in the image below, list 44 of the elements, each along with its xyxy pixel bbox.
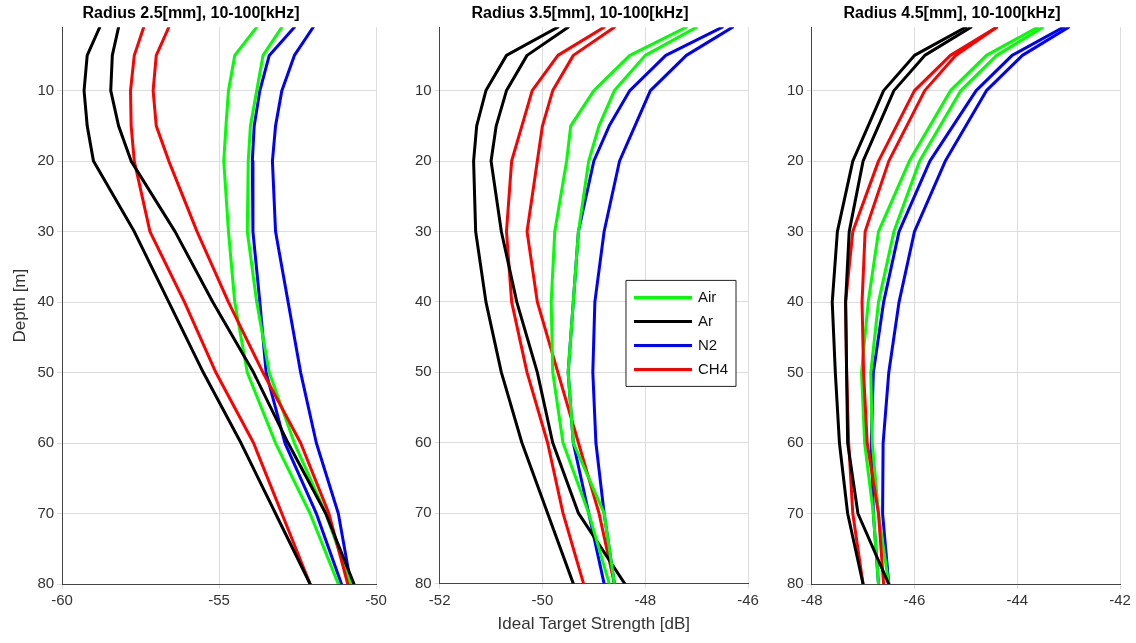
y-tick-label: 70 (415, 503, 432, 521)
x-axis-title: Ideal Target Strength [dB] (497, 614, 691, 634)
y-tick-label: 60 (37, 433, 55, 451)
y-tick-label: 20 (415, 151, 432, 169)
y-tick-label: 70 (37, 503, 55, 521)
legend-label: CH4 (697, 359, 729, 377)
legend-label: Ar (697, 311, 713, 329)
x-tick-label: -48 (634, 590, 657, 608)
y-tick-label: 10 (415, 80, 432, 98)
y-tick-label: 80 (787, 574, 804, 592)
y-tick-label: 30 (37, 221, 55, 239)
y-tick-label: 40 (415, 292, 432, 310)
x-tick-label: -44 (1006, 591, 1029, 609)
x-tick-label: -55 (208, 591, 230, 609)
x-tick-label: -52 (428, 590, 451, 608)
x-tick-label: -46 (903, 591, 926, 609)
y-tick-label: 40 (787, 292, 804, 310)
y-axis-title: Depth [m] (9, 268, 29, 343)
y-tick-label: 20 (787, 151, 804, 169)
y-tick-label: 80 (415, 573, 432, 591)
legend-label: N2 (697, 335, 718, 353)
y-tick-label: 50 (415, 362, 432, 380)
chart-title: Radius 3.5[mm], 10-100[kHz] (471, 4, 689, 22)
chart-title: Radius 4.5[mm], 10-100[kHz] (843, 4, 1061, 22)
chart-title: Radius 2.5[mm], 10-100[kHz] (82, 4, 300, 22)
x-tick-label: -42 (1109, 591, 1131, 609)
x-tick-label: -60 (51, 591, 73, 609)
y-tick-label: 40 (37, 292, 55, 310)
y-tick-label: 30 (787, 221, 804, 239)
y-tick-label: 60 (415, 432, 432, 450)
legend-label: Air (697, 287, 717, 305)
y-tick-label: 30 (415, 221, 432, 239)
y-tick-label: 10 (787, 80, 804, 98)
y-tick-label: 50 (37, 362, 55, 380)
y-tick-label: 70 (787, 503, 804, 521)
y-tick-label: 20 (37, 151, 55, 169)
x-tick-label: -50 (365, 591, 387, 609)
y-tick-label: 10 (37, 80, 55, 98)
x-tick-label: -48 (800, 591, 823, 609)
y-tick-label: 50 (787, 362, 804, 380)
y-tick-label: 80 (37, 574, 55, 592)
y-tick-label: 60 (787, 433, 804, 451)
x-tick-label: -50 (531, 590, 554, 608)
x-tick-label: -46 (737, 590, 759, 608)
